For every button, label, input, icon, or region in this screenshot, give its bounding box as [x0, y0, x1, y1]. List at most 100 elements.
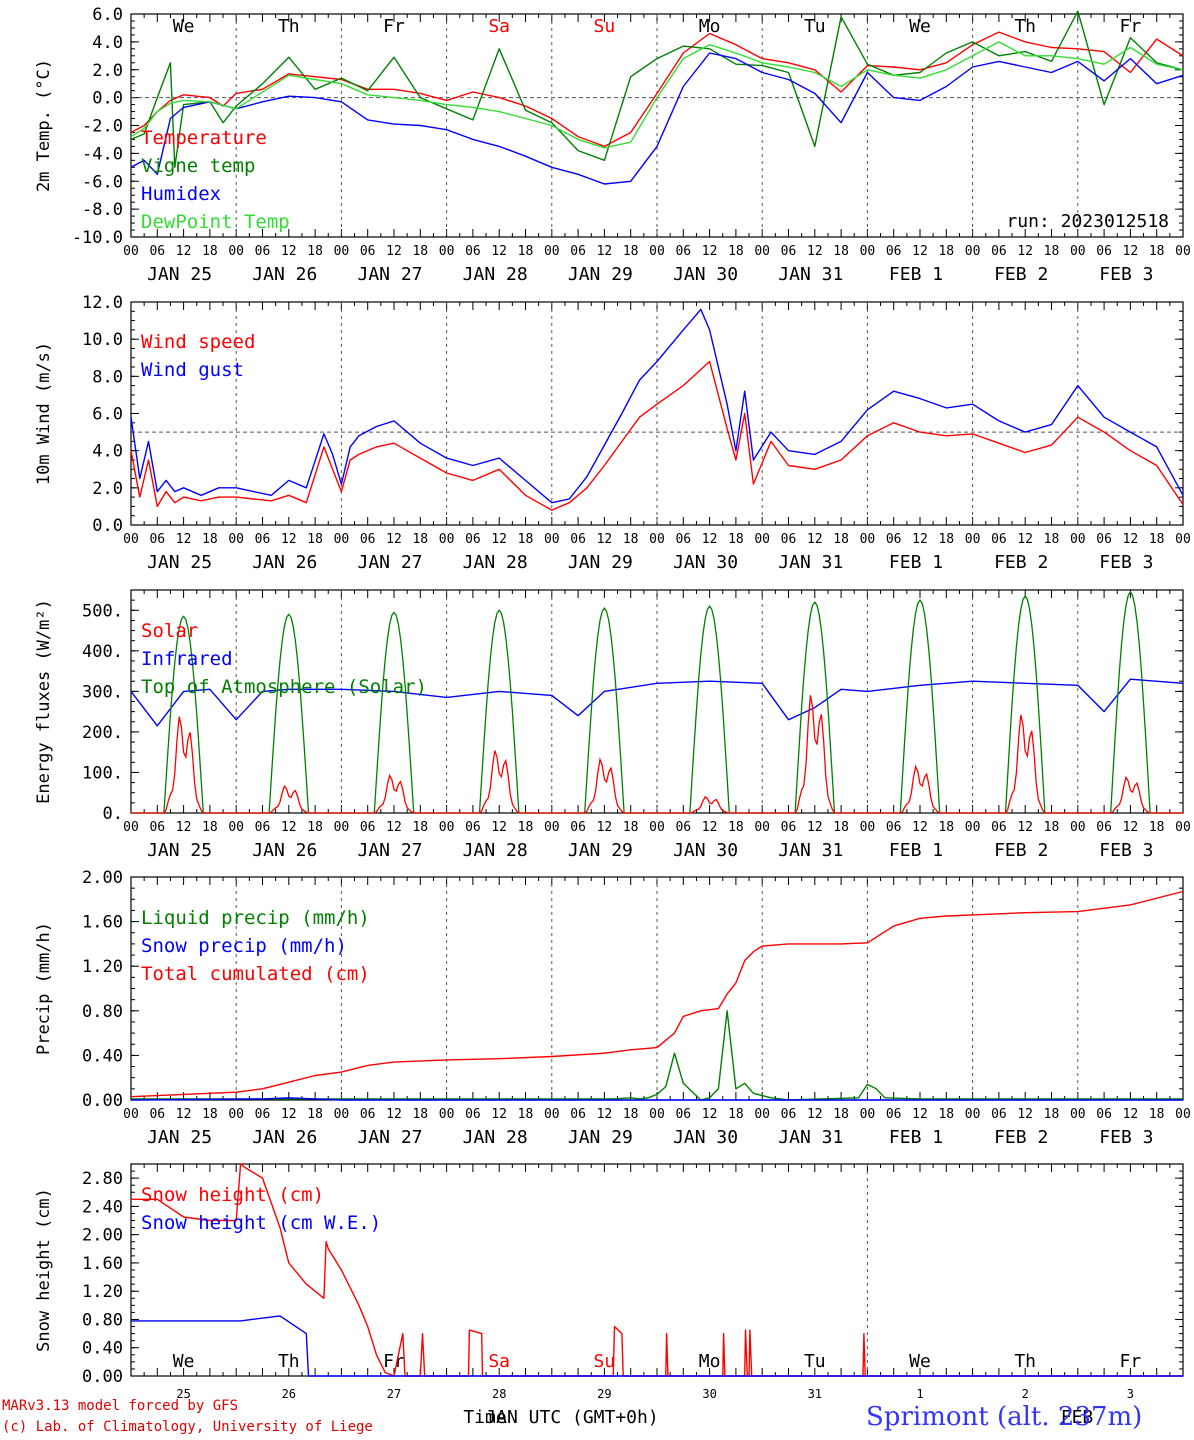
- weekday-label: Tu: [804, 1351, 826, 1372]
- x-hour-label: 06: [465, 244, 481, 259]
- legend-entry: Solar: [141, 620, 198, 642]
- x-hour-label: 12: [491, 244, 507, 259]
- x-day-label: JAN 25: [147, 1127, 212, 1148]
- panel-energy: 500. 400. 300. 200. 100. 0. Energy fluxes (W/m…: [34, 589, 1191, 861]
- credit-line-1: MARv3.13 model forced by GFS: [2, 1398, 239, 1414]
- y-tick-label: 2.0: [92, 61, 123, 81]
- x-hour-label: 06: [465, 1107, 481, 1122]
- x-hour-label: 06: [886, 532, 902, 547]
- weekday-label: Fr: [383, 1351, 405, 1372]
- x-hour-label: 12: [176, 532, 192, 547]
- solar-curve: [972, 714, 1078, 814]
- x-hour-label: 12: [386, 532, 402, 547]
- x-day-label: FEB 1: [889, 552, 943, 573]
- x-hour-label: 06: [675, 244, 691, 259]
- x-hour-label: 18: [307, 244, 323, 259]
- y-tick-label: 1.20: [82, 957, 123, 977]
- x-hour-label: 18: [623, 244, 639, 259]
- series-snow-height-cm-w-e-: [131, 1315, 1183, 1377]
- x-day-label: JAN 26: [252, 552, 317, 573]
- x-day-label: JAN 31: [778, 264, 843, 285]
- x-hour-label: 18: [623, 1107, 639, 1122]
- x-day-label: JAN 29: [568, 1127, 633, 1148]
- x-hour-label: 18: [412, 1107, 428, 1122]
- x-hour-label: 18: [728, 820, 744, 835]
- x-hour-label: 00: [123, 244, 139, 259]
- x-hour-label: 06: [991, 532, 1007, 547]
- weekday-label: We: [173, 16, 195, 37]
- x-hour-label: 18: [518, 532, 534, 547]
- y-tick-label: 100.: [82, 763, 123, 783]
- x-axis-label: Time: [463, 1407, 506, 1428]
- x-hour-label: 00: [965, 532, 981, 547]
- toa-solar-arch: [236, 613, 342, 814]
- x-hour-label: 06: [570, 1107, 586, 1122]
- y-tick-label: 0.0: [92, 89, 123, 109]
- x-hour-label: 18: [833, 1107, 849, 1122]
- x-hour-label: 12: [1123, 244, 1139, 259]
- x-hour-label: 00: [228, 820, 244, 835]
- y-tick-label: 4.0: [92, 33, 123, 53]
- x-day-label: JAN 28: [463, 1127, 528, 1148]
- x-hour-label: 18: [202, 1107, 218, 1122]
- panel-snow: 2.80 2.40 2.00 1.60 1.20 0.80 0.40 0.00 Snow hei…: [34, 1163, 1184, 1428]
- x-day-label: FEB 3: [1099, 552, 1153, 573]
- y-tick-label: 0.: [103, 804, 123, 824]
- y-tick-label: 1.60: [82, 1254, 123, 1274]
- x-hour-label: 06: [781, 244, 797, 259]
- x-hour-label: 00: [439, 532, 455, 547]
- x-hour-label: 06: [570, 820, 586, 835]
- x-day-label: JAN 26: [252, 264, 317, 285]
- weekday-label: Mo: [699, 16, 721, 37]
- x-day-number: 27: [387, 1387, 401, 1401]
- x-hour-label: 12: [1123, 532, 1139, 547]
- y-tick-label: 0.40: [82, 1339, 123, 1359]
- weekday-label: Tu: [804, 16, 826, 37]
- x-hour-label: 18: [623, 820, 639, 835]
- x-hour-label: 12: [597, 244, 613, 259]
- x-day-label: FEB 3: [1099, 840, 1153, 861]
- series-humidex: [130, 52, 1184, 185]
- x-hour-label: 06: [149, 532, 165, 547]
- legend-entry: Humidex: [141, 183, 221, 205]
- x-day-number: 1: [916, 1387, 923, 1401]
- x-day-number: 25: [176, 1387, 190, 1401]
- x-hour-label: 06: [1096, 244, 1112, 259]
- x-hour-label: 00: [123, 1107, 139, 1122]
- y-axis-label: 2m Temp. (°C): [34, 59, 54, 192]
- x-hour-label: 06: [149, 1107, 165, 1122]
- x-hour-label: 06: [149, 820, 165, 835]
- x-hour-label: 00: [334, 1107, 350, 1122]
- legend-entry: Liquid precip (mm/h): [141, 907, 370, 929]
- y-tick-label: 2.80: [82, 1169, 123, 1189]
- x-hour-label: 18: [1149, 820, 1165, 835]
- legend-entry: Vigne temp: [141, 155, 255, 177]
- x-hour-label: 00: [649, 244, 665, 259]
- x-hour-label: 06: [675, 1107, 691, 1122]
- x-hour-label: 00: [965, 820, 981, 835]
- x-hour-label: 06: [991, 820, 1007, 835]
- y-axis-label: Energy fluxes (W/m²): [34, 599, 54, 804]
- x-hour-label: 00: [754, 532, 770, 547]
- x-hour-label: 12: [491, 820, 507, 835]
- x-hour-label: 18: [1149, 244, 1165, 259]
- x-day-label: FEB 3: [1099, 1127, 1153, 1148]
- legend-entry: Temperature: [141, 127, 267, 149]
- weekday-label: We: [173, 1351, 195, 1372]
- x-hour-label: 00: [1070, 532, 1086, 547]
- y-tick-label: 200.: [82, 723, 123, 743]
- x-hour-label: 18: [518, 244, 534, 259]
- x-hour-label: 12: [281, 820, 297, 835]
- y-tick-label: 0.00: [82, 1367, 123, 1387]
- series-wind-speed: [130, 360, 1184, 511]
- x-hour-label: 12: [176, 1107, 192, 1122]
- toa-solar-arch: [551, 607, 657, 814]
- x-day-number: 29: [597, 1387, 611, 1401]
- x-hour-label: 12: [1017, 820, 1033, 835]
- x-hour-label: 00: [649, 1107, 665, 1122]
- x-day-label: FEB 2: [994, 1127, 1048, 1148]
- solar-curve: [446, 750, 552, 814]
- y-tick-label: 1.60: [82, 913, 123, 933]
- x-hour-label: 18: [833, 244, 849, 259]
